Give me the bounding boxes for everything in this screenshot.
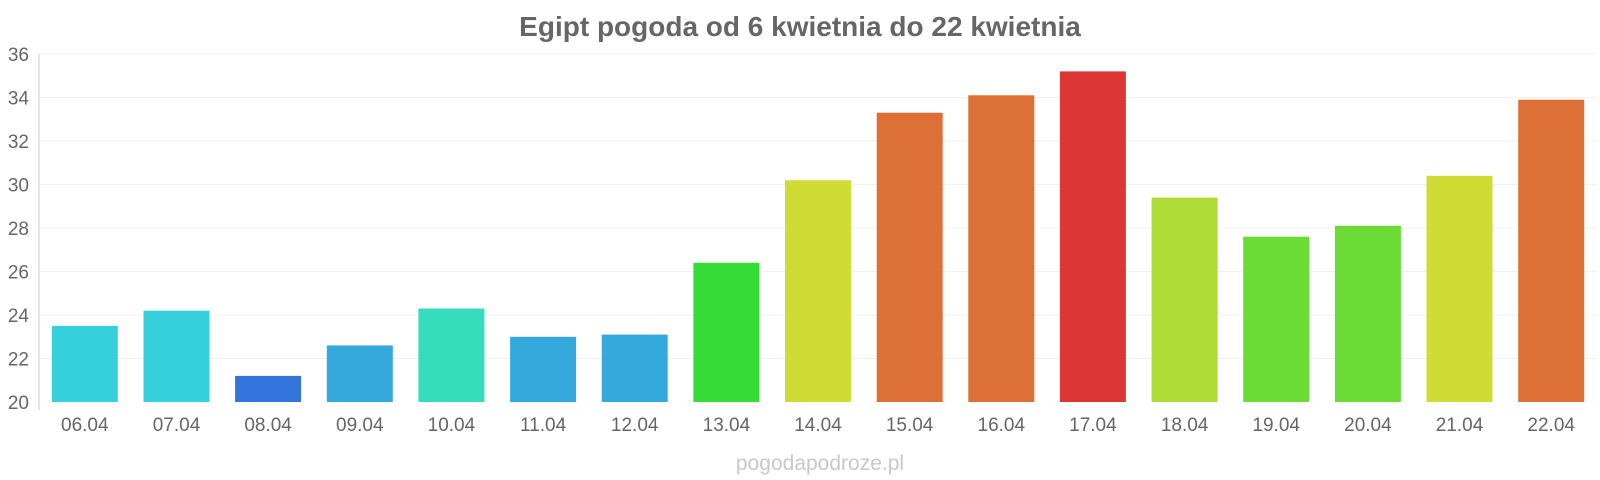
bar-17.04 <box>1059 71 1126 403</box>
y-tick-label: 30 <box>8 176 29 197</box>
y-tick-label: 20 <box>8 393 29 414</box>
y-axis: 20 22 24 26 28 30 32 34 36 <box>8 45 40 414</box>
bar-07.04 <box>143 310 210 402</box>
bar-09.04 <box>326 345 393 402</box>
bar-13.04 <box>693 262 760 402</box>
x-tick-label: 16.04 <box>978 415 1026 436</box>
bar-18.04 <box>1151 197 1218 402</box>
bar-08.04 <box>235 375 302 402</box>
x-tick-label: 10.04 <box>428 415 476 436</box>
y-tick-label: 32 <box>8 132 29 153</box>
x-tick-label: 06.04 <box>61 415 109 436</box>
bar-16.04 <box>968 95 1035 403</box>
x-tick-label: 19.04 <box>1252 415 1300 436</box>
y-tick-label: 36 <box>8 45 29 66</box>
x-tick-label: 13.04 <box>703 415 751 436</box>
x-tick-label: 17.04 <box>1069 415 1117 436</box>
x-tick-label: 07.04 <box>153 415 201 436</box>
bar-20.04 <box>1334 225 1401 402</box>
bar-10.04 <box>418 308 485 402</box>
bar-12.04 <box>601 334 668 402</box>
x-tick-label: 20.04 <box>1344 415 1392 436</box>
bar-06.04 <box>51 325 118 402</box>
bar-19.04 <box>1243 236 1310 402</box>
chart-title: Egipt pogoda od 6 kwietnia do 22 kwietni… <box>519 11 1081 42</box>
x-tick-label: 14.04 <box>794 415 842 436</box>
y-tick-label: 22 <box>8 350 29 371</box>
x-tick-label: 15.04 <box>886 415 934 436</box>
y-tick-label: 26 <box>8 263 29 284</box>
x-tick-label: 08.04 <box>244 415 292 436</box>
x-tick-label: 21.04 <box>1436 415 1484 436</box>
x-tick-label: 12.04 <box>611 415 659 436</box>
x-tick-label: 22.04 <box>1527 415 1575 436</box>
y-tick-label: 28 <box>8 219 29 240</box>
x-axis: 06.04 07.04 08.04 09.04 10.04 11.04 12.04 13.04… <box>61 415 1575 436</box>
y-tick-label: 24 <box>8 306 30 327</box>
y-tick-label: 34 <box>8 89 30 110</box>
x-tick-label: 18.04 <box>1161 415 1209 436</box>
x-tick-label: 09.04 <box>336 415 384 436</box>
watermark-text: pogodapodroze.pl <box>736 452 904 475</box>
bar-11.04 <box>510 336 577 403</box>
bar-15.04 <box>876 112 943 402</box>
bar-14.04 <box>785 180 851 402</box>
bars <box>51 71 1585 403</box>
x-tick-label: 11.04 <box>520 415 567 436</box>
bar-22.04 <box>1518 99 1585 402</box>
bar-21.04 <box>1426 175 1493 402</box>
